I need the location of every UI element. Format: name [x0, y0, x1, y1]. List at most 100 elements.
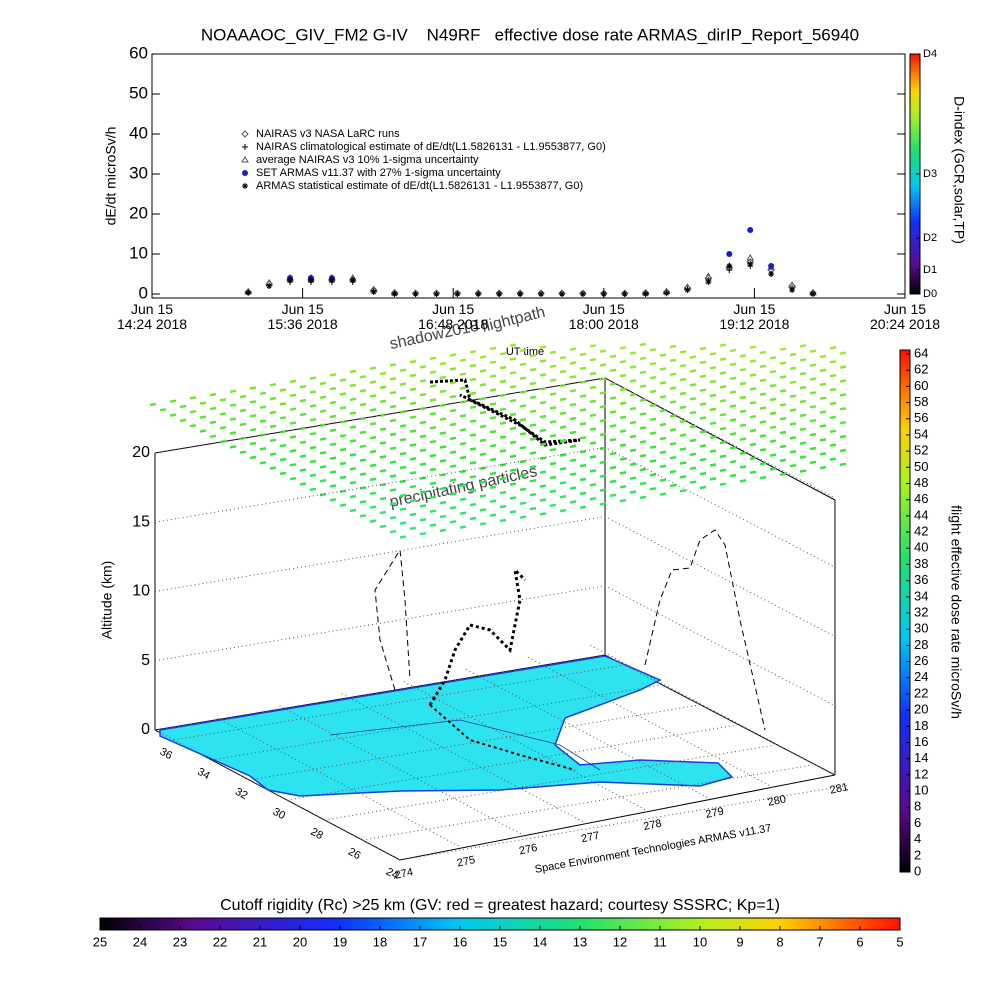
particle-dash — [439, 375, 447, 380]
z-tick-label: 10 — [132, 583, 150, 600]
point — [704, 272, 713, 279]
particle-dash — [379, 427, 387, 431]
particle-dash — [779, 430, 787, 435]
particle-dash — [439, 500, 447, 505]
particle-dash — [549, 364, 557, 369]
particle-dash — [549, 406, 557, 410]
particle-dash — [709, 352, 717, 356]
particle-dash — [579, 422, 587, 426]
particle-dash — [529, 437, 537, 441]
particle-dash — [459, 414, 467, 418]
point — [391, 291, 398, 297]
particle-dash — [739, 381, 747, 386]
particle-dash — [609, 465, 617, 470]
y-axis-label: dE/dt microSv/h — [103, 127, 119, 226]
particle-dash — [159, 408, 167, 412]
colorbar-tick-label: 62 — [914, 362, 928, 377]
particle-dash — [579, 463, 587, 468]
particle-dash — [589, 344, 597, 348]
z-tick-label: 5 — [141, 652, 150, 669]
point — [328, 277, 335, 283]
particle-dash — [529, 492, 537, 497]
particle-dash — [559, 481, 567, 485]
particle-dash — [749, 414, 757, 419]
particle-dash — [309, 473, 317, 478]
particle-dash — [809, 377, 817, 381]
particle-dash — [569, 430, 577, 435]
particle-dash — [629, 365, 637, 369]
particle-dash — [559, 467, 567, 471]
particle-dash — [489, 388, 497, 392]
particle-dash — [369, 491, 377, 496]
particle-dash — [419, 518, 427, 522]
particle-dash — [479, 522, 487, 526]
particle-dash — [449, 492, 457, 496]
particle-dash — [259, 433, 267, 437]
particle-dash — [779, 361, 787, 365]
particle-dash — [489, 443, 497, 448]
colorbar-tick-label: D4 — [923, 48, 937, 60]
grid-line — [399, 784, 851, 861]
particle-dash — [199, 429, 207, 433]
particle-dash — [769, 383, 777, 388]
particle-dash — [349, 411, 357, 415]
colorbar-tick-label: 50 — [914, 459, 928, 474]
particle-dash — [659, 353, 667, 357]
colorbar-tick-label: 36 — [914, 572, 928, 587]
particle-dash — [259, 419, 267, 423]
colorbar-tick-label: 6 — [856, 934, 863, 949]
legend-label: average NAIRAS v3 10% 1-sigma uncertaint… — [256, 154, 479, 166]
particle-dash — [419, 490, 427, 494]
particle-dash — [429, 481, 437, 486]
curtain-trace — [374, 548, 411, 691]
particle-dash — [309, 390, 317, 394]
particle-dash — [619, 387, 627, 392]
particle-dash — [529, 353, 537, 358]
grid-line — [362, 764, 813, 841]
particle-dash — [619, 471, 627, 475]
grid-line — [211, 684, 662, 761]
particle-dash — [379, 455, 387, 459]
particle-dash — [699, 430, 707, 434]
particle-dash — [419, 379, 427, 383]
particle-dash — [679, 461, 687, 465]
particle-dash — [429, 356, 437, 361]
colorbar-tick-label: 6 — [914, 815, 921, 830]
particle-dash — [489, 485, 497, 490]
particle-dash — [589, 371, 597, 376]
point — [663, 290, 670, 297]
particle-dash — [819, 382, 827, 387]
particle-dash — [549, 350, 557, 355]
particle-dash — [389, 529, 397, 534]
particle-dash — [839, 351, 847, 355]
particle-dash — [759, 420, 767, 424]
colorbar-tick-label: 14 — [914, 750, 928, 765]
particle-dash — [679, 391, 687, 396]
particle-dash — [419, 504, 427, 508]
particle-dash — [289, 379, 297, 384]
colorbar-tick-label: 38 — [914, 556, 928, 571]
particle-dash — [539, 387, 547, 391]
particle-dash — [429, 439, 437, 444]
particle-dash — [319, 409, 327, 413]
particle-dash — [679, 377, 687, 382]
particle-dash — [609, 354, 617, 359]
particle-dash — [619, 346, 627, 350]
particle-dash — [599, 377, 607, 381]
particle-dash — [479, 494, 487, 498]
particle-dash — [329, 456, 337, 460]
particle-dash — [699, 346, 707, 351]
point — [579, 291, 586, 297]
particle-dash — [649, 473, 657, 477]
particle-dash — [369, 463, 377, 468]
particle-dash — [239, 436, 247, 441]
particle-dash — [279, 388, 287, 392]
particle-dash — [719, 399, 727, 403]
particle-dash — [329, 484, 337, 488]
point — [475, 291, 482, 297]
particle-dash — [809, 405, 817, 409]
particle-dash — [689, 438, 697, 443]
particle-dash — [609, 410, 617, 414]
particle-dash — [229, 403, 237, 407]
particle-dash — [189, 396, 197, 400]
